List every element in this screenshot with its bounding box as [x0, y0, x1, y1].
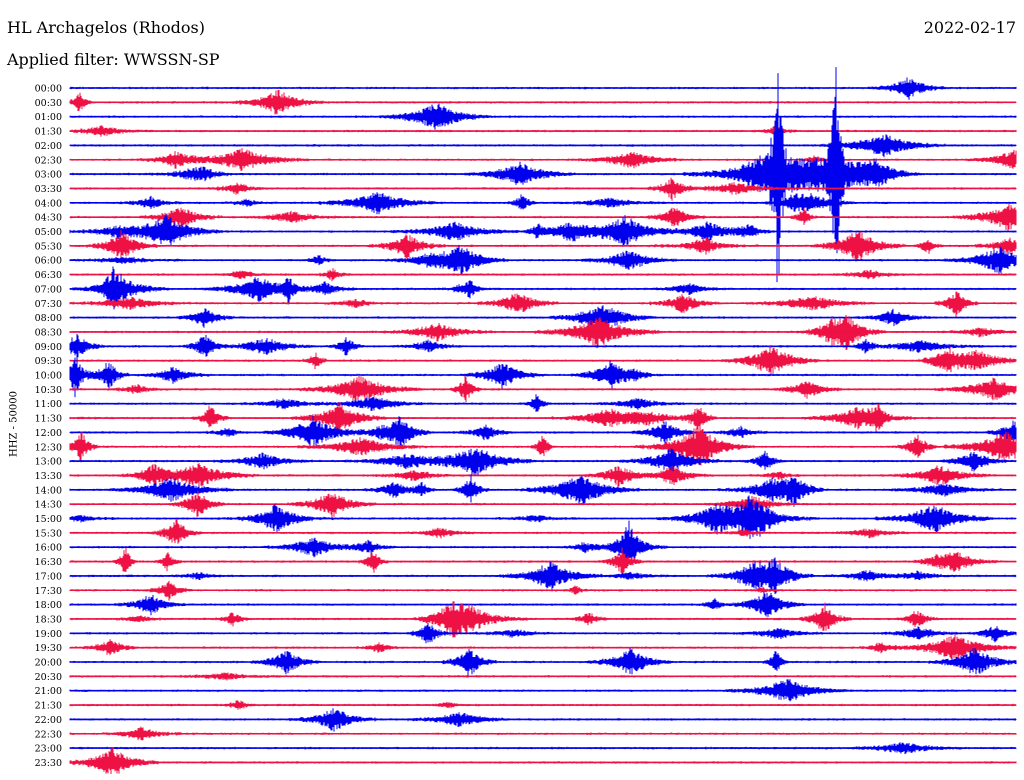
- row-time-label: 08:00: [35, 313, 62, 324]
- row-time-label: 15:30: [35, 528, 62, 539]
- row-time-label: 20:30: [35, 672, 62, 683]
- date-label: 2022-02-17: [923, 18, 1016, 37]
- row-time-label: 05:00: [35, 227, 62, 238]
- seismogram-trace: [69, 357, 1017, 398]
- filter-subtitle: Applied filter: WWSSN-SP: [7, 50, 220, 69]
- seismogram-trace: [69, 374, 1017, 403]
- seismogram-trace: [69, 747, 1017, 774]
- row-time-label: 00:30: [35, 98, 62, 109]
- row-time-label: 01:30: [35, 127, 62, 138]
- row-time-label: 21:00: [35, 686, 62, 697]
- row-time-label: 07:30: [35, 299, 62, 310]
- row-time-label: 20:00: [35, 658, 62, 669]
- row-time-label: 11:30: [35, 414, 62, 425]
- row-time-label: 05:30: [35, 241, 62, 252]
- row-time-label: 15:00: [35, 514, 62, 525]
- row-time-label: 11:00: [35, 399, 62, 410]
- row-time-label: 04:00: [35, 198, 62, 209]
- row-time-label: 22:00: [35, 715, 62, 726]
- row-time-label: 09:30: [35, 356, 62, 367]
- row-time-label: 23:00: [35, 744, 62, 755]
- row-time-label: 14:00: [35, 485, 62, 496]
- row-time-label: 13:30: [35, 471, 62, 482]
- row-time-label: 21:30: [35, 701, 62, 712]
- row-time-label: 07:00: [35, 284, 62, 295]
- seismogram-trace: [69, 518, 1017, 544]
- row-time-label: 19:00: [35, 629, 62, 640]
- row-time-label: 08:30: [35, 327, 62, 338]
- row-time-label: 06:30: [35, 270, 62, 281]
- row-time-label: 16:30: [35, 557, 62, 568]
- row-time-label: 01:00: [35, 112, 62, 123]
- row-time-label: 17:00: [35, 571, 62, 582]
- row-time-label: 13:00: [35, 457, 62, 468]
- row-time-label: 06:00: [35, 256, 62, 267]
- row-time-label: 09:00: [35, 342, 62, 353]
- row-time-label: 18:00: [35, 600, 62, 611]
- row-time-label: 00:00: [35, 84, 62, 95]
- row-time-label: 03:00: [35, 170, 62, 181]
- row-time-label: 12:00: [35, 428, 62, 439]
- row-time-label: 23:30: [35, 758, 62, 769]
- row-time-label: 19:30: [35, 643, 62, 654]
- row-time-label: 18:30: [35, 614, 62, 625]
- row-time-label: 04:30: [35, 213, 62, 224]
- station-title: HL Archagelos (Rhodos): [7, 18, 205, 37]
- row-time-label: 12:30: [35, 442, 62, 453]
- row-time-label: 02:00: [35, 141, 62, 152]
- row-time-label: 03:30: [35, 184, 62, 195]
- row-time-label: 17:30: [35, 586, 62, 597]
- row-time-label: 14:30: [35, 500, 62, 511]
- row-time-label: 16:00: [35, 543, 62, 554]
- row-time-label: 02:30: [35, 155, 62, 166]
- row-time-label: 10:30: [35, 385, 62, 396]
- row-time-label: 10:00: [35, 371, 62, 382]
- row-time-label: 22:30: [35, 729, 62, 740]
